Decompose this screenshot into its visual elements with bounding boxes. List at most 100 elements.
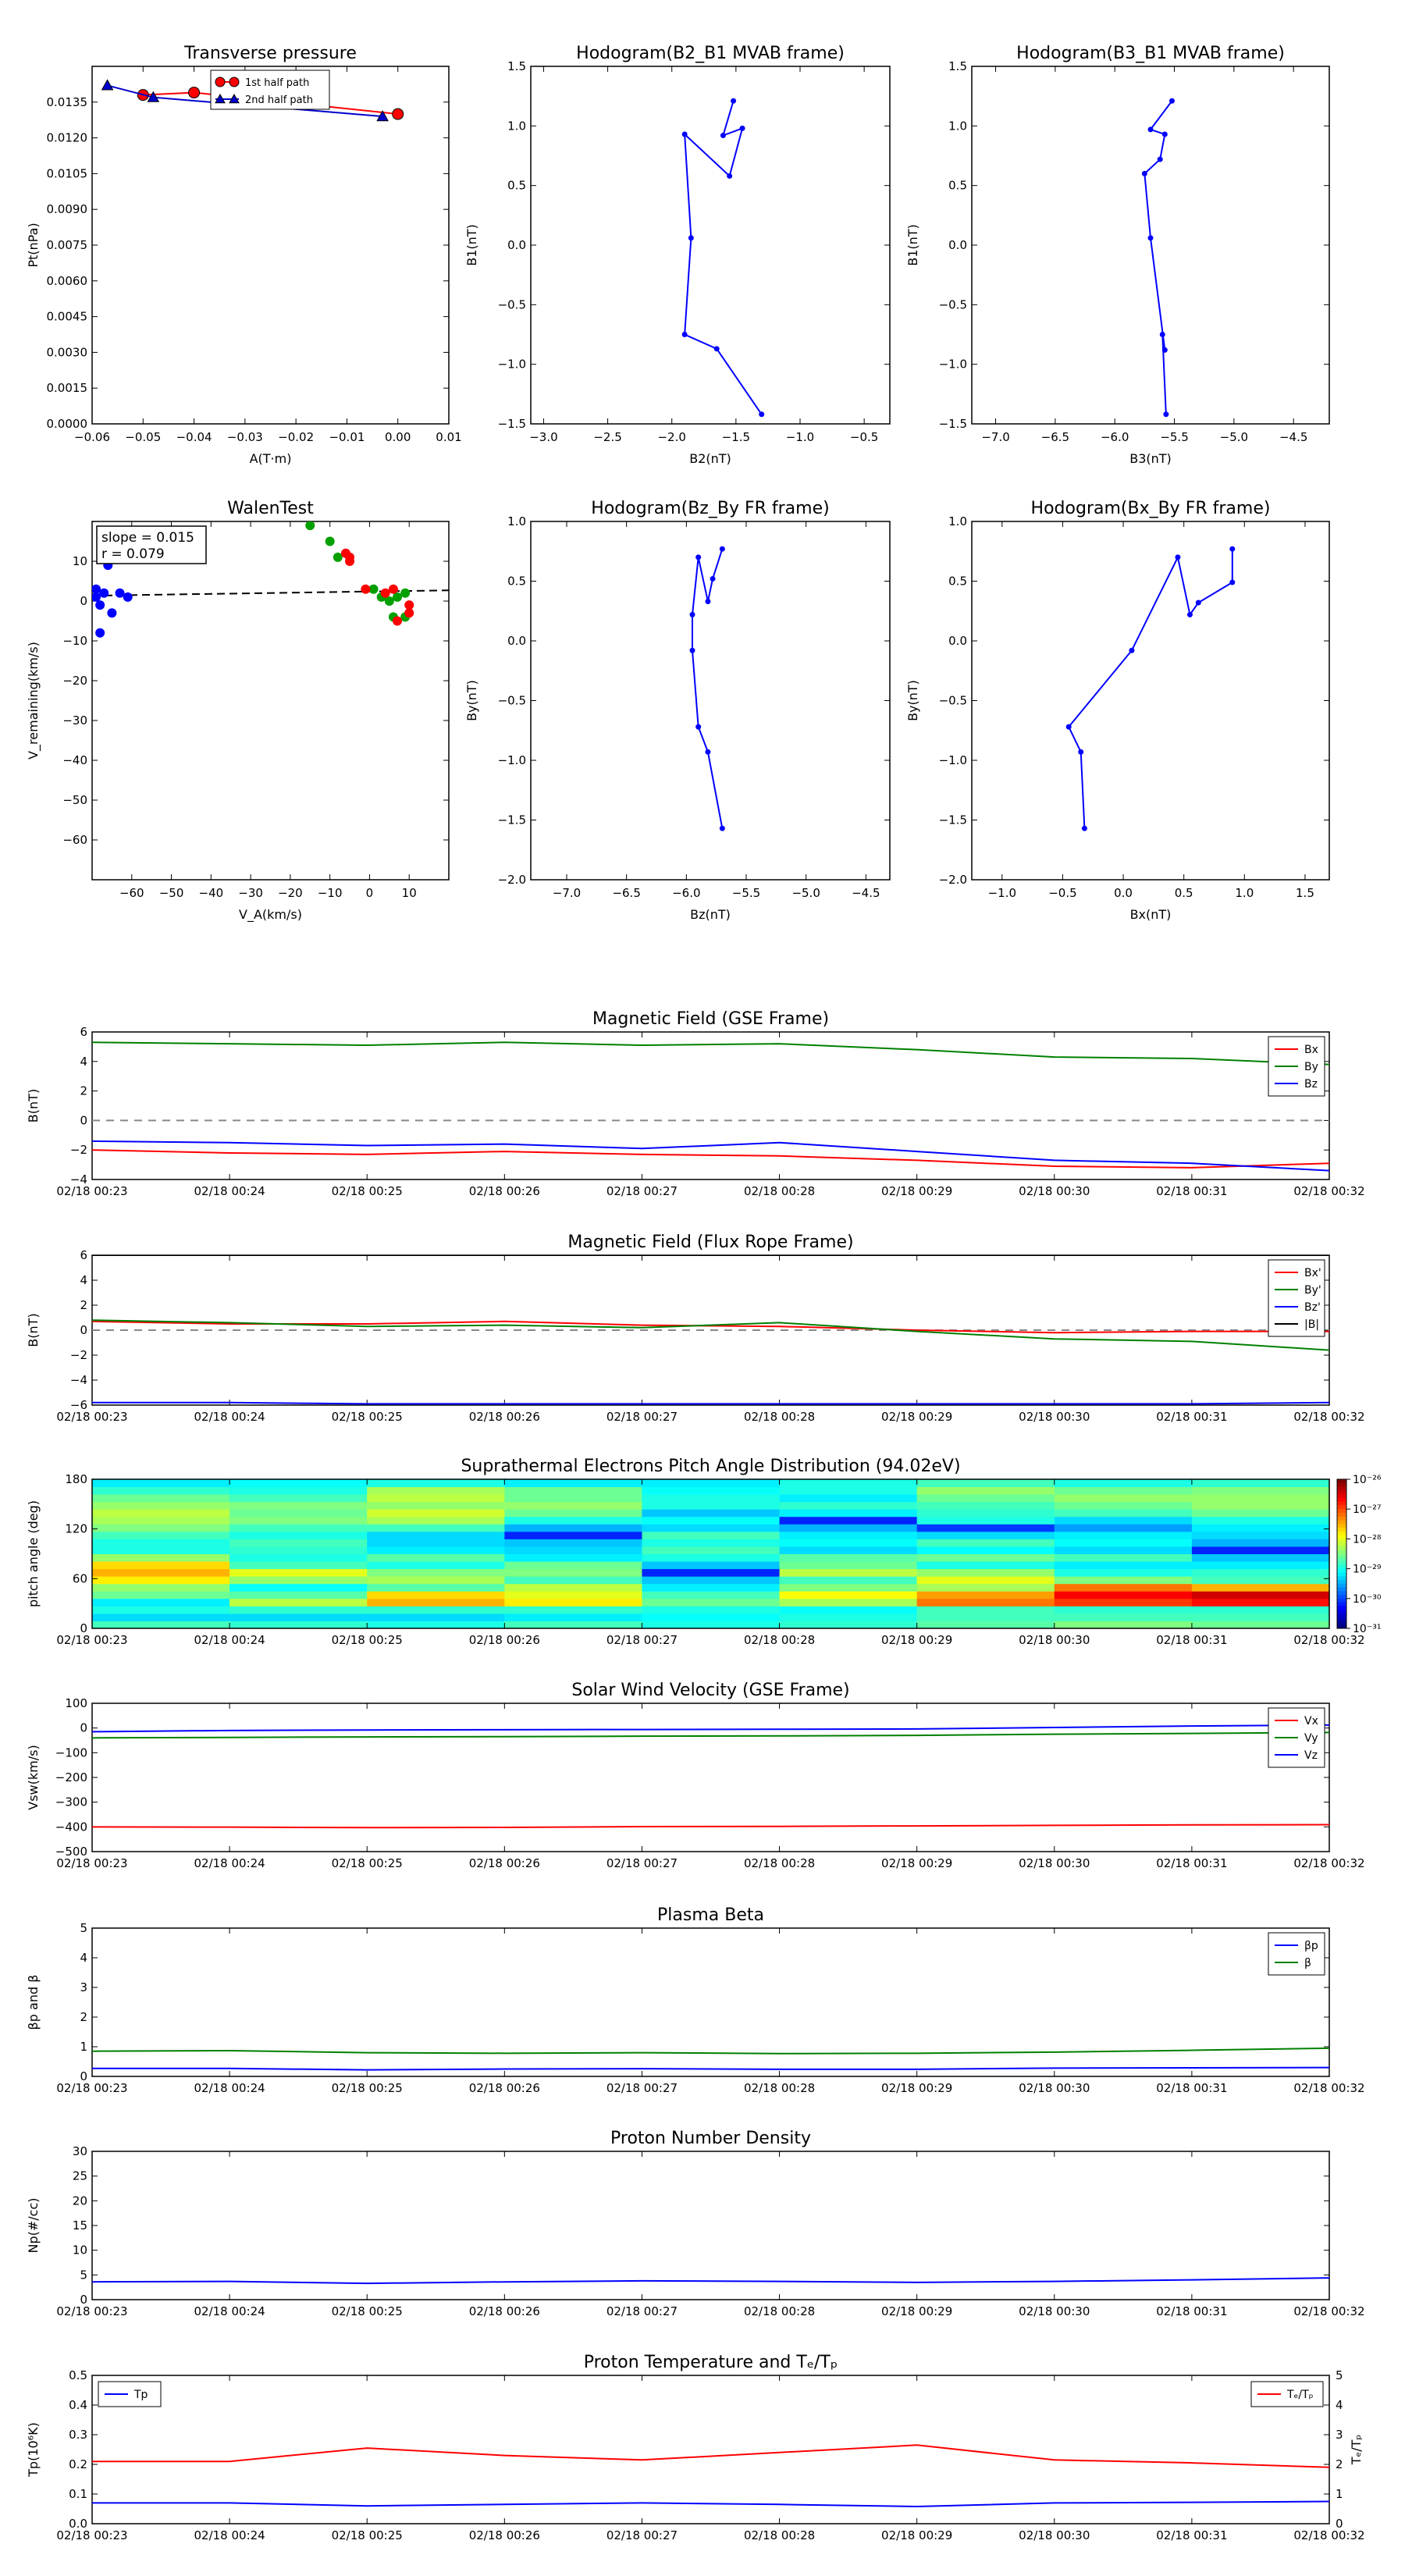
heat-cell [1054, 1553, 1193, 1562]
heat-cell [367, 1561, 505, 1570]
x-tick-label: 02/18 00:28 [744, 2528, 815, 2542]
colorbar-segment [1337, 1561, 1346, 1566]
y-tick-label: 1.0 [948, 119, 967, 133]
heat-cell [92, 1568, 230, 1577]
y-tick-label: 0 [80, 2069, 87, 2083]
data-point [695, 554, 702, 560]
x-axis-label: V_A(km/s) [239, 907, 302, 923]
heat-cell [92, 1553, 230, 1562]
data-point [1141, 170, 1147, 176]
chart-title: Magnetic Field (GSE Frame) [592, 1009, 829, 1029]
colorbar-label: 10⁻²⁸ [1353, 1533, 1382, 1546]
data-point [688, 235, 694, 241]
heat-cell [779, 1583, 918, 1592]
x-axis-label: Bz(nT) [690, 907, 731, 922]
heat-cell [92, 1546, 230, 1554]
heat-cell [642, 1539, 781, 1547]
heat-cell [642, 1516, 781, 1525]
heat-cell [779, 1621, 918, 1629]
data-point [1195, 600, 1201, 606]
x-tick-label: 02/18 00:31 [1156, 1410, 1227, 1424]
y2-tick-label: 3 [1336, 2428, 1343, 2442]
heat-cell [1191, 1613, 1330, 1621]
plot-frame [91, 1927, 1330, 2077]
y-tick-label: −2.0 [939, 873, 967, 887]
colorbar-segment [1337, 1564, 1346, 1570]
y-tick-label: 25 [73, 2169, 87, 2183]
y-tick-label: 0.0060 [47, 274, 88, 288]
x-tick-label: 02/18 00:32 [1293, 2081, 1364, 2095]
x-tick-label: 02/18 00:32 [1293, 1410, 1364, 1424]
data-point [1078, 749, 1084, 755]
heat-cell [229, 1591, 368, 1599]
y-axis-label: V_remaining(km/s) [26, 642, 41, 760]
fit-line [92, 589, 449, 597]
data-point [376, 110, 389, 122]
heat-cell [916, 1486, 1055, 1495]
data-point [95, 628, 105, 638]
y-tick-label: 60 [73, 1571, 87, 1585]
x-tick-label: −7.0 [981, 430, 1009, 444]
heat-cell [1191, 1516, 1330, 1525]
heat-cell [367, 1606, 505, 1614]
y-tick-label: −400 [55, 1820, 87, 1834]
legend-label: Bz [1304, 1078, 1318, 1091]
x-tick-label: 02/18 00:23 [56, 1633, 127, 1647]
colorbar-segment [1337, 1583, 1346, 1588]
heat-cell [916, 1531, 1055, 1539]
colorbar-segment [1337, 1557, 1346, 1562]
colorbar-segment [1337, 1617, 1346, 1621]
colorbar-segment [1337, 1576, 1346, 1581]
heat-cell [642, 1486, 781, 1495]
x-tick-label: 1.5 [1296, 886, 1314, 900]
y-tick-label: −1.5 [498, 417, 526, 431]
y-axis-label: Tp(10⁶K) [26, 2422, 41, 2478]
heat-cell [229, 1583, 368, 1592]
x-tick-label: 0.0 [1114, 886, 1133, 900]
x-tick-label: 02/18 00:32 [1293, 2528, 1364, 2542]
data-point [1186, 611, 1193, 617]
data-point [305, 521, 315, 531]
x-tick-label: −2.0 [657, 430, 685, 444]
heat-cell [1054, 1546, 1193, 1554]
chart-pt: 0.0000 0.0015 0.0030 0.0045 0.0060 0.0075 0.00… [26, 44, 462, 466]
x-tick-label: −6.5 [612, 886, 640, 900]
colorbar-segment [1337, 1542, 1346, 1547]
data-point [1168, 98, 1175, 104]
y-tick-label: −1.5 [498, 813, 526, 827]
heat-cell [229, 1539, 368, 1547]
y-tick-label: 15 [73, 2218, 87, 2233]
x-tick-label: −6.5 [1041, 430, 1069, 444]
heat-cell [642, 1561, 781, 1570]
heat-cell [916, 1479, 1055, 1488]
x-tick-label: 02/18 00:24 [194, 2528, 265, 2542]
heat-cell [779, 1516, 918, 1525]
x-tick-label: −5.5 [1160, 430, 1188, 444]
heat-cell [779, 1591, 918, 1599]
heat-cell [229, 1546, 368, 1554]
heat-cell [504, 1539, 642, 1547]
heat-cell [1054, 1494, 1193, 1503]
colorbar-label: 10⁻²⁶ [1353, 1474, 1382, 1486]
heat-cell [1054, 1479, 1193, 1488]
y-tick-label: −2.0 [498, 873, 526, 887]
plot-area [92, 2047, 1329, 2071]
chart-vsw: −500 −400 −300 −200 −100 0 100 02/18 00:23 02/18… [26, 1681, 1365, 1870]
heat-cell [367, 1553, 505, 1562]
colorbar-label: 10⁻²⁷ [1353, 1503, 1381, 1516]
heat-cell [916, 1561, 1055, 1570]
x-tick-label: 02/18 00:27 [606, 2081, 678, 2095]
heat-cell [92, 1494, 230, 1503]
data-point [215, 76, 226, 87]
heat-cell [1054, 1591, 1193, 1599]
colorbar-segment [1337, 1598, 1346, 1603]
heat-cell [1191, 1621, 1330, 1629]
x-tick-label: −2.5 [593, 430, 621, 444]
data-point [1161, 131, 1168, 137]
x-axis-label: A(T·m) [250, 451, 292, 466]
series-line [1144, 100, 1173, 415]
chart-h31: −1.5 −1.0 −0.5 0.0 0.5 1.0 1.5 −7.0 −6.5 −6.0 −5.5… [905, 44, 1330, 466]
data-point [215, 93, 226, 104]
heat-cell [642, 1509, 781, 1517]
y-tick-label: 2 [80, 2010, 87, 2024]
